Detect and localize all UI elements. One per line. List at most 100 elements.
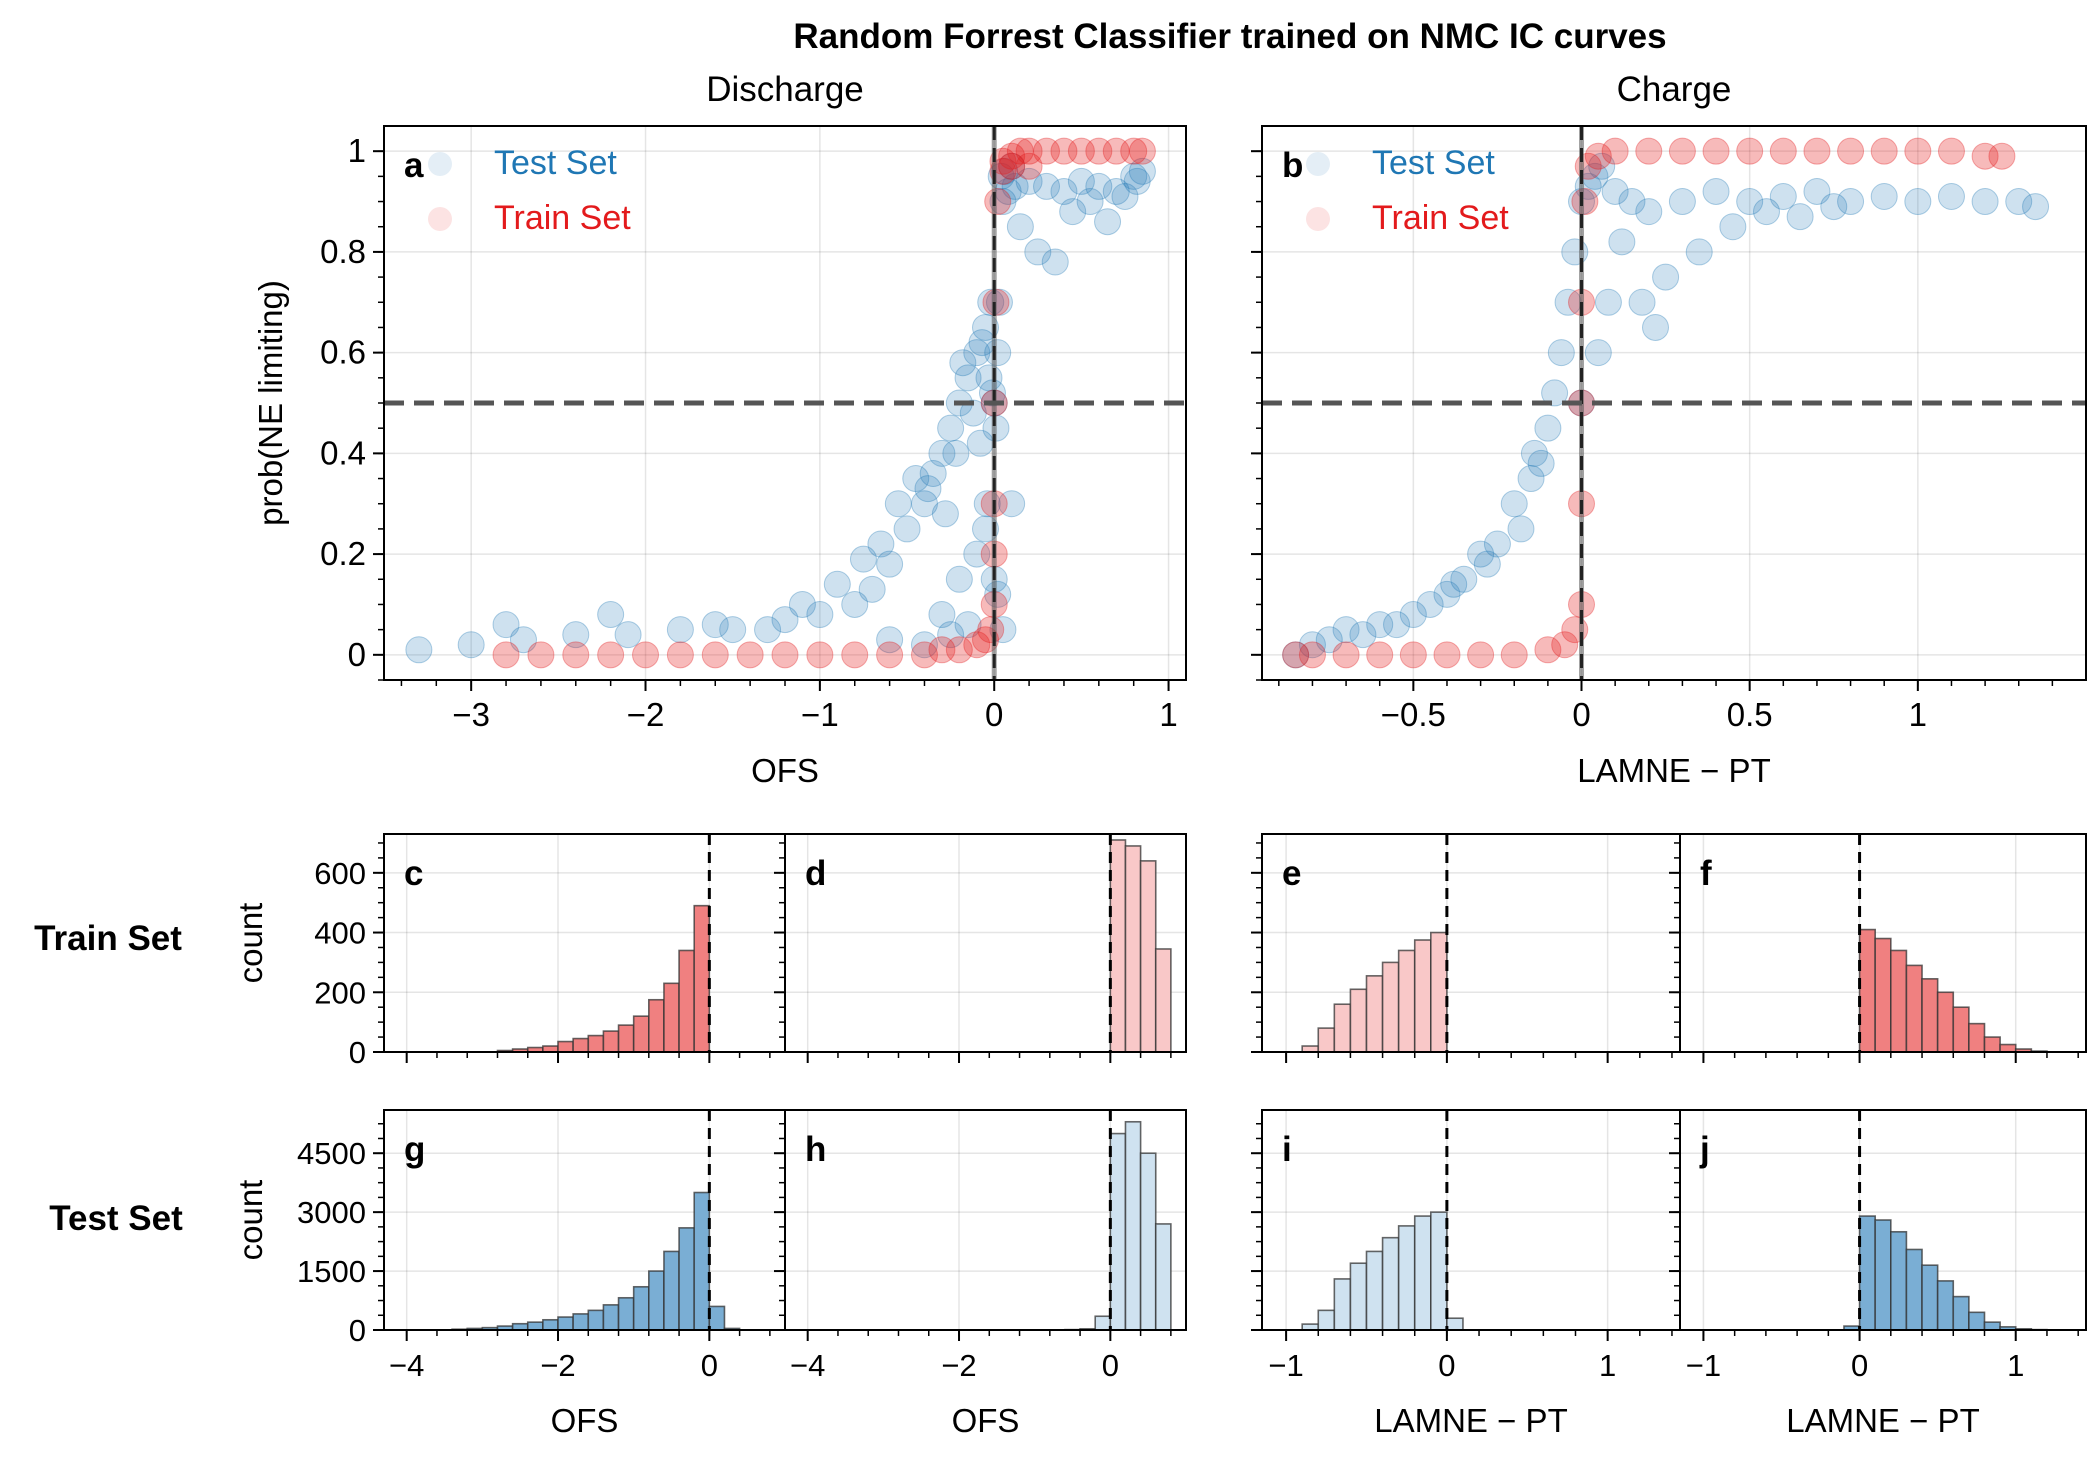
hist-bar xyxy=(1397,949,1416,1053)
panel-title: Charge xyxy=(1617,70,1732,109)
panel-a: −3 −2 −1 0 1 0 0.2 0.4 0.6 0.8 1 Test Set Train Set D… xyxy=(252,70,1187,789)
scatter-point-train xyxy=(1085,137,1113,165)
scatter-point-test xyxy=(754,616,782,644)
hist-bar xyxy=(1349,988,1368,1053)
scatter-point-test xyxy=(509,626,537,654)
scatter-point-test xyxy=(1433,580,1461,608)
scatter-point-train xyxy=(1736,137,1764,165)
scatter-point-test xyxy=(1366,611,1394,639)
hist-bar xyxy=(1333,1278,1352,1331)
scatter-point-test xyxy=(945,565,973,593)
hist-bar xyxy=(617,1024,635,1053)
axes-frame xyxy=(1679,1109,2087,1331)
hist-bar xyxy=(678,1227,696,1331)
y-tick-label: 0 xyxy=(348,636,366,673)
scatter-point-train xyxy=(1015,137,1043,165)
scatter-point-test xyxy=(937,414,965,442)
panel-e: e xyxy=(1251,833,1681,1063)
hist-bar xyxy=(1430,931,1448,1053)
scatter-point-test xyxy=(931,500,959,528)
x-tick-label: −1 xyxy=(801,696,839,733)
x-tick-label: −0.5 xyxy=(1381,696,1446,733)
x-tick-label: 0 xyxy=(1102,1348,1119,1383)
scatter-point-test xyxy=(1752,198,1780,226)
panel-letter: c xyxy=(404,854,423,893)
scatter-point-test xyxy=(1527,449,1555,477)
scatter-point-train xyxy=(1988,142,2016,170)
y-tick-label: 600 xyxy=(314,856,366,891)
scatter-point-test xyxy=(719,616,747,644)
hist-bar xyxy=(693,904,711,1053)
scatter-point-test xyxy=(1067,167,1095,195)
scatter-point-train xyxy=(1937,137,1965,165)
scatter-point-train xyxy=(736,641,764,669)
scatter-point-test xyxy=(1315,626,1343,654)
scatter-point-train xyxy=(1128,137,1156,165)
scatter-point-train xyxy=(806,641,834,669)
scatter-point-test xyxy=(1719,213,1747,241)
legend-marker xyxy=(428,152,452,176)
hist-bar xyxy=(1983,1321,2001,1331)
panel-b: −0.5 0 0.5 1 Test Set Train Set Charge LAMNE − … xyxy=(1251,70,2087,789)
scatter-point-train xyxy=(841,641,869,669)
scatter-point-train xyxy=(998,152,1026,180)
hist-bar xyxy=(678,949,696,1053)
scatter-point-test xyxy=(1601,177,1629,205)
scatter-point-test xyxy=(614,621,642,649)
scatter-point-train xyxy=(1904,137,1932,165)
scatter-point-train xyxy=(1803,137,1831,165)
y-axis-label: count xyxy=(232,1180,269,1261)
figure-suptitle: Random Forrest Classifier trained on NMC… xyxy=(793,17,1666,56)
scatter-point-train xyxy=(945,636,973,664)
hist-bar xyxy=(1365,975,1384,1053)
scatter-point-train xyxy=(963,631,991,659)
scatter-point-train xyxy=(771,641,799,669)
scatter-point-test xyxy=(1076,188,1104,216)
axes-frame xyxy=(784,833,1187,1053)
scatter-point-test xyxy=(2005,188,2033,216)
panel-j: −1 0 1 LAMNE − PT j xyxy=(1669,1109,2087,1439)
scatter-point-train xyxy=(1366,641,1394,669)
scatter-point-test xyxy=(984,580,1012,608)
panel-letter: j xyxy=(1699,1130,1710,1169)
scatter-point-train xyxy=(1433,641,1461,669)
scatter-point-train xyxy=(876,641,904,669)
hist-bar xyxy=(557,1316,574,1331)
scatter-point-test xyxy=(876,550,904,578)
axes-frame xyxy=(1261,125,2087,681)
hist-bar xyxy=(526,1321,544,1331)
hist-bar xyxy=(1874,937,1892,1053)
hist-bar xyxy=(557,1040,574,1053)
row-label-train: Train Set xyxy=(34,919,182,958)
panel-f: f xyxy=(1669,833,2087,1063)
scatter-point-train xyxy=(1102,137,1130,165)
panel-letter: h xyxy=(805,1130,826,1169)
scatter-point-test xyxy=(1937,183,1965,211)
scatter-point-test xyxy=(1584,339,1612,367)
scatter-point-test xyxy=(1282,641,1310,669)
scatter-point-test xyxy=(492,611,520,639)
scatter-point-test xyxy=(963,540,991,568)
scatter-point-train xyxy=(977,616,1005,644)
scatter-point-test xyxy=(1383,611,1411,639)
hist-bar xyxy=(632,1285,650,1331)
scatter-point-test xyxy=(893,515,921,543)
y-tick-label: 0.4 xyxy=(320,434,366,471)
scatter-point-train xyxy=(1467,641,1495,669)
scatter-point-train xyxy=(1534,636,1562,664)
scatter-point-test xyxy=(884,490,912,518)
scatter-point-test xyxy=(1001,172,1029,200)
legend-marker xyxy=(1306,152,1330,176)
scatter-point-test xyxy=(937,621,965,649)
scatter-point-test xyxy=(562,621,590,649)
panel-letter: b xyxy=(1282,146,1303,185)
hist-bar xyxy=(1094,1315,1112,1331)
scatter-point-train xyxy=(998,142,1026,170)
hist-bar xyxy=(617,1296,635,1331)
panel-h: −4 −2 0 OFS h xyxy=(774,1109,1187,1439)
hist-bar xyxy=(1430,1211,1448,1331)
hist-bar xyxy=(1413,1215,1432,1331)
chart-panels: −3 −2 −1 0 1 0 0.2 0.4 0.6 0.8 1 Test Set Train Set D… xyxy=(232,70,2087,1439)
x-axis-label: OFS xyxy=(751,752,819,789)
hist-bar xyxy=(1905,964,1923,1053)
